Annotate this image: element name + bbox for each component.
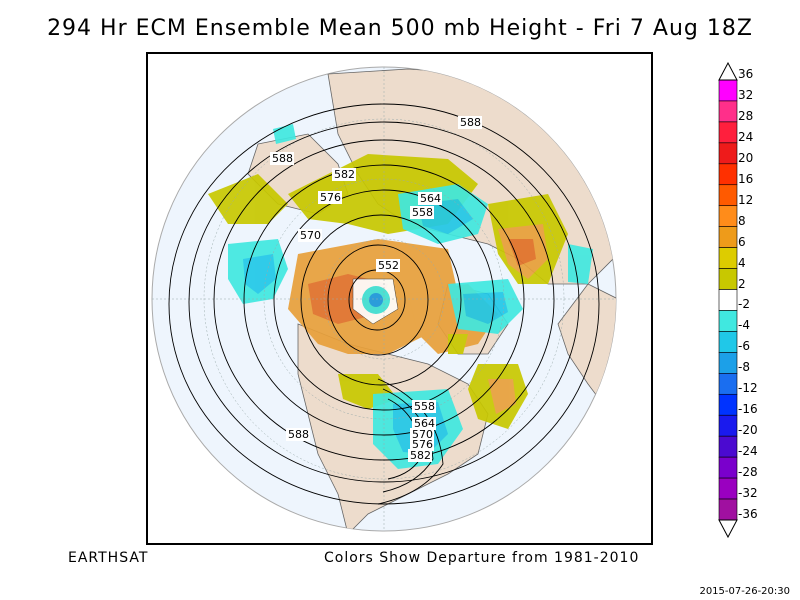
colorbar-swatch	[718, 477, 738, 500]
colorbar-tick-label: 24	[738, 129, 754, 144]
colorbar-tick-label: -6	[738, 339, 750, 354]
colorbar-swatch	[718, 331, 738, 353]
source-label: EARTHSAT	[68, 550, 149, 566]
contour-label: 588	[460, 116, 481, 129]
contour-label: 570	[412, 428, 433, 441]
colorbar-tick-label: 28	[738, 108, 754, 123]
colorbar-swatch	[718, 142, 738, 165]
colorbar-top-arrow	[718, 62, 738, 81]
colorbar-swatch	[718, 184, 738, 207]
colorbar-tick-label: -28	[738, 465, 758, 480]
contour-label-layer: 588 588 588 582 576 570 564 558 552 558 …	[270, 116, 482, 462]
map-panel: 588 588 588 582 576 570 564 558 552 558 …	[146, 52, 653, 545]
colorbar-swatch	[718, 163, 738, 186]
contour-label: 582	[410, 449, 431, 462]
colorbar-tick-label: 4	[738, 255, 746, 270]
colorbar-tick-label: -32	[738, 486, 758, 501]
colorbar-tick-label: -2	[738, 297, 750, 312]
colorbar-swatch	[718, 289, 738, 311]
map-title: 294 Hr ECM Ensemble Mean 500 mb Height -…	[47, 16, 753, 41]
colorbar	[718, 62, 738, 539]
contour-label: 564	[414, 417, 435, 430]
contour-label: 588	[288, 428, 309, 441]
colorbar-swatch	[718, 373, 738, 395]
colorbar-tick-label: 20	[738, 150, 754, 165]
colorbar-swatch	[718, 435, 738, 458]
colorbar-swatch	[718, 100, 738, 123]
contour-label: 582	[334, 168, 355, 181]
colorbar-swatch	[718, 247, 738, 269]
timestamp: 2015-07-26-20:30	[699, 586, 790, 597]
colorbar-tick-label: -16	[738, 402, 758, 417]
colorbar-swatch	[718, 79, 738, 102]
colorbar-tick-label: 12	[738, 192, 754, 207]
colorbar-swatch	[718, 226, 738, 248]
colorbar-swatch	[718, 121, 738, 144]
colorbar-tick-label: -4	[738, 318, 750, 333]
contour-label: 570	[300, 229, 321, 242]
colorbar-swatch	[718, 205, 738, 227]
colorbar-tick-label: 6	[738, 234, 746, 249]
colorbar-swatch	[718, 393, 738, 416]
contour-label: 564	[420, 192, 441, 205]
colorbar-tick-label: -36	[738, 507, 758, 521]
contour-label: 558	[412, 206, 433, 219]
colorbar-swatch	[718, 456, 738, 479]
colorbar-swatch	[718, 414, 738, 437]
colorbar-tick-label: 32	[738, 87, 754, 102]
colorbar-swatch	[718, 310, 738, 332]
colorbar-swatch	[718, 498, 738, 521]
colorbar-tick-label: 8	[738, 213, 746, 228]
contour-label: 576	[412, 438, 433, 451]
contour-label: 576	[320, 191, 341, 204]
colorbar-tick-label: -24	[738, 444, 758, 459]
caption: Colors Show Departure from 1981-2010	[324, 550, 640, 566]
contour-label: 558	[414, 400, 435, 413]
contour-label: 552	[378, 259, 399, 272]
height-contours	[168, 103, 600, 505]
colorbar-tick-label: -20	[738, 423, 758, 438]
colorbar-tick-label: -12	[738, 381, 758, 396]
colorbar-swatch	[718, 352, 738, 374]
colorbar-tick-label: 36	[738, 67, 754, 81]
colorbar-tick-label: 16	[738, 171, 754, 186]
colorbar-tick-label: 2	[738, 276, 746, 291]
colorbar-tick-label: -8	[738, 360, 750, 375]
colorbar-swatch	[718, 268, 738, 290]
polar-map: 588 588 588 582 576 570 564 558 552 558 …	[148, 54, 651, 543]
graticule	[152, 67, 616, 531]
contour-label: 588	[272, 152, 293, 165]
colorbar-bottom-arrow	[718, 519, 738, 539]
